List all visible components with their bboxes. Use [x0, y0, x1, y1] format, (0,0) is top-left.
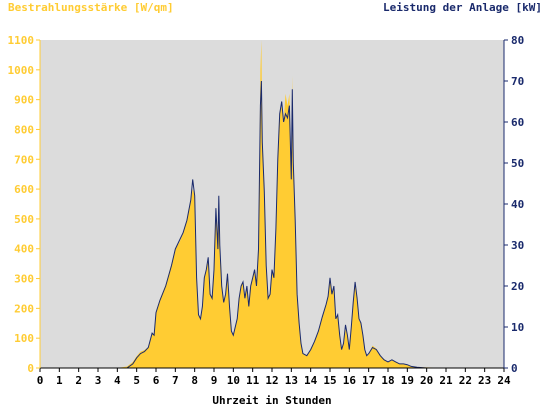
- x-tick-label: 12: [265, 374, 278, 387]
- right-tick-label: 10: [511, 321, 524, 334]
- x-tick-label: 4: [114, 374, 121, 387]
- x-tick-label: 1: [56, 374, 63, 387]
- x-tick-label: 13: [285, 374, 298, 387]
- power-line: [40, 80, 504, 369]
- right-axis-title: Leistung der Anlage [kW]: [383, 1, 542, 14]
- x-tick-label: 14: [304, 374, 318, 387]
- left-tick-label: 600: [14, 183, 34, 196]
- left-tick-label: 500: [14, 213, 34, 226]
- right-tick-label: 60: [511, 116, 524, 129]
- x-tick-label: 10: [227, 374, 240, 387]
- left-tick-label: 800: [14, 123, 34, 136]
- left-tick-label: 0: [27, 362, 34, 375]
- right-tick-label: 20: [511, 280, 524, 293]
- right-tick-label: 50: [511, 157, 524, 170]
- x-tick-label: 3: [95, 374, 102, 387]
- x-tick-label: 6: [153, 374, 160, 387]
- left-tick-label: 300: [14, 273, 34, 286]
- x-tick-label: 18: [381, 374, 394, 387]
- x-tick-label: 23: [478, 374, 491, 387]
- x-axis-title: Uhrzeit in Stunden: [212, 394, 332, 407]
- axes: 0 1 2 3 4 5 6 7 8 9 10 11 12 13 14 15 16 17 18 19 20 21 22 23 24…: [8, 34, 525, 387]
- right-tick-label: 30: [511, 239, 524, 252]
- x-tick-label: 17: [362, 374, 375, 387]
- x-tick-label: 24: [497, 374, 511, 387]
- x-tick-label: 5: [133, 374, 140, 387]
- x-tick-label: 11: [246, 374, 260, 387]
- left-tick-label: 100: [14, 332, 34, 345]
- left-tick-label: 900: [14, 94, 34, 107]
- x-tick-label: 15: [323, 374, 336, 387]
- left-axis-title: Bestrahlungsstärke [W/qm]: [8, 1, 174, 14]
- x-tick-label: 16: [343, 374, 357, 387]
- right-tick-label: 80: [511, 34, 524, 47]
- left-tick-label: 1000: [8, 64, 35, 77]
- left-tick-label: 400: [14, 243, 34, 256]
- x-tick-label: 20: [420, 374, 433, 387]
- x-tick-label: 9: [211, 374, 218, 387]
- left-tick-label: 200: [14, 302, 34, 315]
- right-tick-label: 40: [511, 198, 524, 211]
- x-tick-label: 0: [37, 374, 44, 387]
- x-tick-label: 19: [401, 374, 414, 387]
- x-tick-label: 7: [172, 374, 179, 387]
- x-tick-label: 21: [439, 374, 453, 387]
- x-tick-label: 8: [191, 374, 198, 387]
- x-tick-label: 22: [459, 374, 472, 387]
- left-tick-label: 1100: [8, 34, 35, 47]
- right-tick-label: 0: [511, 362, 518, 375]
- irradiance-area: [40, 40, 504, 368]
- right-tick-label: 70: [511, 75, 524, 88]
- x-tick-label: 2: [75, 374, 82, 387]
- left-tick-label: 700: [14, 153, 34, 166]
